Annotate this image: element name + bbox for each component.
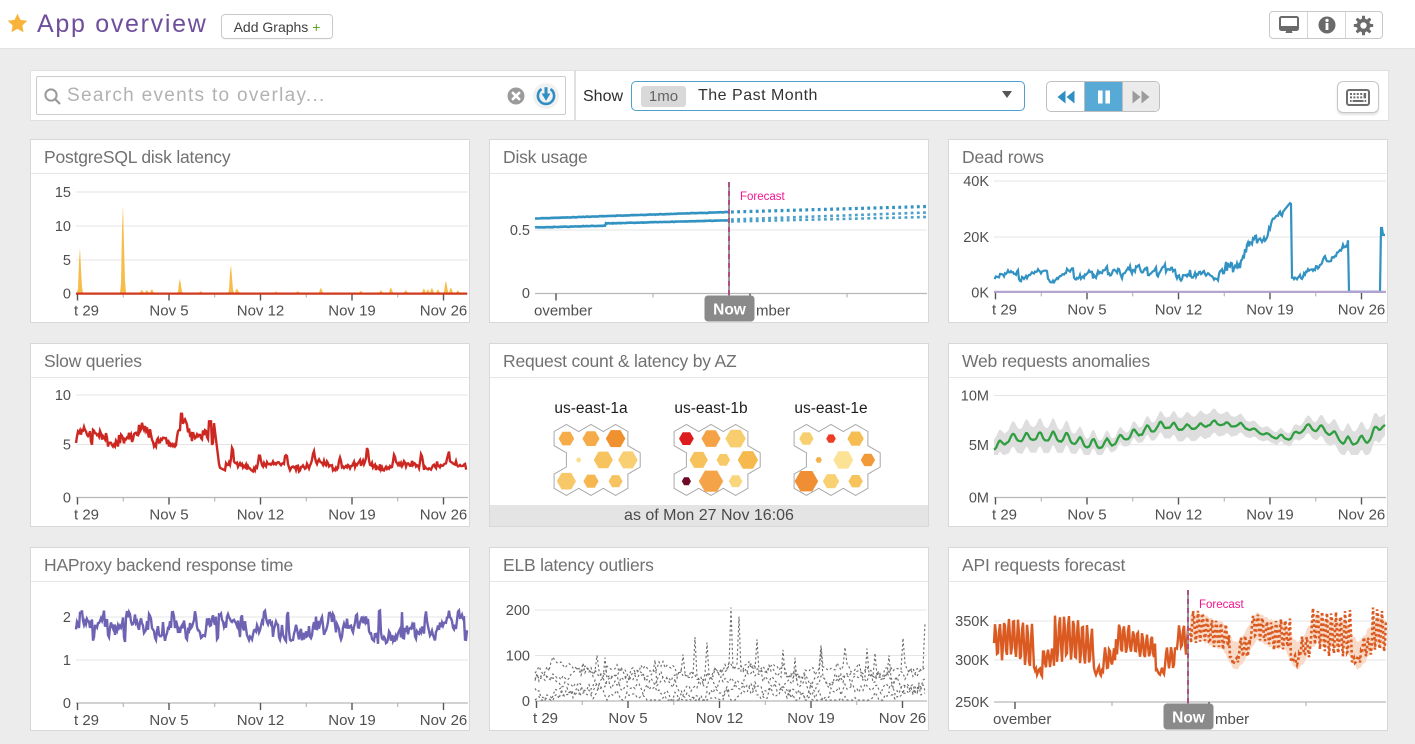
svg-text:0K: 0K	[971, 285, 989, 301]
svg-text:Nov 12: Nov 12	[237, 303, 285, 320]
svg-text:ovember: ovember	[993, 711, 1051, 728]
svg-text:Nov 12: Nov 12	[237, 712, 285, 729]
svg-text:0: 0	[522, 694, 530, 710]
svg-text:t 29: t 29	[74, 712, 99, 729]
svg-text:Nov 26: Nov 26	[420, 303, 468, 320]
svg-text:15: 15	[55, 185, 71, 201]
svg-text:Nov 26: Nov 26	[879, 710, 927, 727]
svg-text:100: 100	[506, 649, 530, 665]
svg-text:Nov 5: Nov 5	[1067, 507, 1106, 524]
svg-text:5: 5	[63, 253, 71, 269]
svg-text:Nov 26: Nov 26	[1338, 507, 1386, 524]
svg-text:Nov 19: Nov 19	[328, 303, 376, 320]
svg-text:Nov 19: Nov 19	[787, 710, 835, 727]
svg-text:Nov 5: Nov 5	[149, 507, 188, 524]
svg-text:350K: 350K	[955, 614, 989, 630]
svg-text:0: 0	[63, 287, 71, 303]
svg-text:us-east-1e: us-east-1e	[794, 400, 867, 417]
svg-text:Forecast: Forecast	[740, 191, 786, 203]
svg-text:5: 5	[63, 438, 71, 454]
svg-text:ovember: ovember	[534, 303, 592, 320]
svg-text:Nov 12: Nov 12	[237, 507, 285, 524]
svg-text:us-east-1a: us-east-1a	[554, 400, 628, 417]
svg-text:Nov 19: Nov 19	[328, 507, 376, 524]
svg-text:Nov 12: Nov 12	[1155, 507, 1203, 524]
svg-text:1: 1	[63, 653, 71, 669]
svg-text:0: 0	[63, 696, 71, 712]
svg-text:Nov 19: Nov 19	[1246, 507, 1294, 524]
svg-text:250K: 250K	[955, 695, 989, 711]
svg-text:Nov 5: Nov 5	[608, 710, 647, 727]
svg-text:us-east-1b: us-east-1b	[674, 400, 747, 417]
svg-text:t 29: t 29	[992, 507, 1017, 524]
svg-text:Nov 26: Nov 26	[1338, 301, 1386, 318]
svg-text:Forecast: Forecast	[1199, 599, 1245, 611]
svg-text:t 29: t 29	[74, 303, 99, 320]
svg-text:0M: 0M	[969, 490, 989, 506]
svg-text:Nov 5: Nov 5	[149, 303, 188, 320]
svg-text:2: 2	[63, 610, 71, 626]
svg-text:10: 10	[55, 388, 71, 404]
svg-text:mber: mber	[1215, 711, 1249, 728]
svg-text:t 29: t 29	[533, 710, 558, 727]
svg-text:Nov 26: Nov 26	[420, 712, 468, 729]
svg-text:Nov 12: Nov 12	[696, 710, 744, 727]
svg-text:200: 200	[506, 603, 530, 619]
svg-text:mber: mber	[756, 303, 790, 320]
svg-text:Nov 19: Nov 19	[328, 712, 376, 729]
svg-text:0: 0	[63, 491, 71, 507]
svg-text:40K: 40K	[963, 174, 989, 190]
svg-text:Now: Now	[713, 302, 747, 319]
svg-text:t 29: t 29	[74, 507, 99, 524]
svg-text:Nov 12: Nov 12	[1155, 301, 1203, 318]
svg-text:Nov 5: Nov 5	[1067, 301, 1106, 318]
svg-text:Nov 5: Nov 5	[149, 712, 188, 729]
svg-text:0: 0	[522, 286, 530, 302]
svg-text:10: 10	[55, 219, 71, 235]
svg-text:10M: 10M	[961, 389, 989, 405]
svg-text:Nov 19: Nov 19	[1246, 301, 1294, 318]
svg-text:20K: 20K	[963, 230, 989, 246]
svg-text:Now: Now	[1172, 710, 1206, 727]
svg-text:Nov 26: Nov 26	[420, 507, 468, 524]
svg-text:300K: 300K	[955, 653, 989, 669]
svg-text:0.5: 0.5	[510, 223, 530, 239]
svg-text:5M: 5M	[969, 438, 989, 454]
svg-text:t 29: t 29	[992, 301, 1017, 318]
